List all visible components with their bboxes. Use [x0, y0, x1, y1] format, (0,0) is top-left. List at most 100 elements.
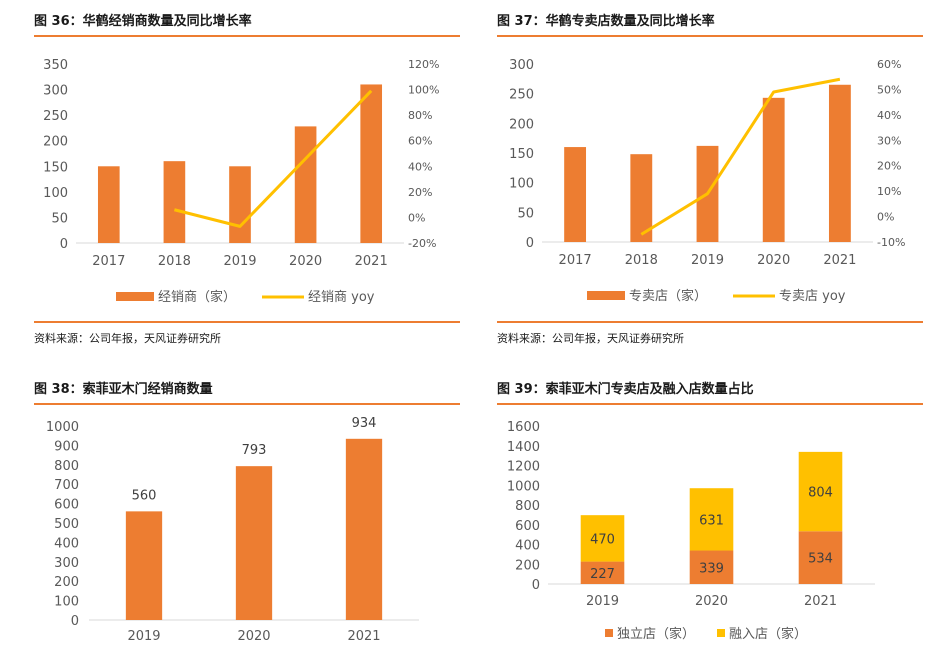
chart-36-title: 图 36：华鹤经销商数量及同比增长率: [34, 14, 252, 29]
stacked-bar-segment: [689, 550, 734, 584]
x-tick-label: 2021: [355, 254, 388, 269]
chart-37-title: 图 37：华鹤专卖店数量及同比增长率: [497, 14, 715, 29]
y-tick-label: 500: [54, 517, 79, 532]
y2-tick-label: 10%: [877, 185, 901, 198]
y-tick-label: 400: [515, 539, 540, 554]
data-label: 804: [808, 486, 833, 501]
panel-chart-39: 图 39：索菲亚木门专卖店及融入店数量占比 0 200 400 600 800 1000 1…: [497, 378, 923, 644]
x-tick-label: 2020: [289, 254, 322, 269]
x-tick-label: 2020: [237, 629, 270, 644]
bar: [564, 147, 587, 242]
x-tick-label: 2019: [223, 254, 256, 269]
stacked-bar-segment: [580, 515, 625, 562]
x-tick-label: 2019: [691, 253, 724, 268]
y2-tick-label: 80%: [408, 109, 432, 122]
bar: [762, 97, 785, 242]
data-label: 631: [699, 513, 724, 528]
y2-tick-label: -10%: [877, 236, 905, 249]
y-tick-label: 1200: [507, 460, 540, 475]
data-label: 793: [242, 443, 267, 458]
y2-tick-label: 40%: [877, 109, 901, 122]
y-tick-label: 900: [54, 439, 79, 454]
y2-tick-label: 50%: [877, 83, 901, 96]
y2-tick-label: 100%: [408, 84, 439, 97]
legend-label-line: 专卖店 yoy: [779, 289, 846, 304]
y-tick-label: 250: [509, 88, 534, 103]
yoy-line: [640, 77, 841, 236]
legend-label-line: 经销商 yoy: [308, 290, 375, 305]
legend-label-bar: 专卖店（家）: [629, 288, 707, 304]
bar: [828, 84, 851, 242]
title-rule: [34, 35, 460, 37]
y-tick-label: 1000: [507, 479, 540, 494]
y-tick-label: 400: [54, 536, 79, 551]
source-rule: [497, 321, 923, 323]
x-tick-label: 2017: [92, 254, 125, 269]
bar: [630, 154, 653, 242]
x-tick-label: 2021: [804, 594, 837, 609]
stacked-bar-segment: [798, 451, 843, 532]
y-tick-label: 1000: [46, 420, 79, 435]
legend-label: 独立店（家）: [617, 626, 695, 642]
y-tick-label: 50: [51, 211, 68, 226]
y-tick-label: 0: [71, 614, 79, 629]
x-tick-label: 2018: [158, 254, 191, 269]
y-tick-label: 800: [54, 459, 79, 474]
y-tick-label: 0: [60, 237, 68, 252]
y-tick-label: 150: [43, 160, 68, 175]
y2-tick-label: 30%: [877, 134, 901, 147]
panel-chart-38: 图 38：索菲亚木门经销商数量 0 100 200 300 400 500 600 700 80…: [34, 378, 460, 644]
x-tick-label: 2018: [625, 253, 658, 268]
stacked-bar-segment: [580, 561, 625, 584]
stacked-bar-segment: [798, 531, 843, 584]
legend-swatch: [605, 629, 613, 637]
panel-chart-36: 图 36：华鹤经销商数量及同比增长率 0 50 100 150 200 250 300 350…: [34, 10, 460, 350]
title-rule: [34, 403, 460, 405]
y-tick-label: 800: [515, 499, 540, 514]
y2-tick-label: 120%: [408, 58, 439, 71]
legend-swatch: [717, 629, 725, 637]
title-rule: [497, 35, 923, 37]
panel-chart-37: 图 37：华鹤专卖店数量及同比增长率 0 50 100 150 200 250 300 -10…: [497, 10, 923, 350]
stacked-bar-segment: [689, 488, 734, 551]
y2-tick-label: 0%: [877, 211, 894, 224]
data-label: 560: [132, 488, 157, 503]
y-tick-label: 600: [54, 498, 79, 513]
y-tick-label: 300: [54, 556, 79, 571]
y-tick-label: 350: [43, 58, 68, 73]
y-tick-label: 300: [509, 58, 534, 73]
legend-label: 融入店（家）: [729, 626, 807, 642]
y-tick-label: 1400: [507, 440, 540, 455]
x-tick-label: 2021: [347, 629, 380, 644]
yoy-line: [174, 89, 373, 228]
y-tick-label: 0: [532, 578, 540, 593]
data-label: 534: [808, 552, 833, 567]
data-label: 470: [590, 532, 615, 547]
chart-38-plot: 0 100 200 300 400 500 600 700 800 900 1000 560 2019 7…: [46, 416, 419, 644]
source-note: 资料来源：公司年报，天风证券研究所: [497, 332, 684, 345]
y2-tick-label: 20%: [408, 186, 432, 199]
y2-tick-label: 40%: [408, 160, 432, 173]
y-tick-label: 250: [43, 109, 68, 124]
y-tick-label: 1600: [507, 420, 540, 435]
y-tick-label: 50: [517, 206, 534, 221]
chart-37-plot: 0 50 100 150 200 250 300 -10% 0% 10% 20% 30% 40% 50% 6…: [509, 58, 905, 304]
bar: [360, 84, 383, 243]
y-tick-label: 150: [509, 147, 534, 162]
chart-39-plot: 0 200 400 600 800 1000 1200 1400 1600 227 470 2019 3…: [507, 420, 875, 642]
x-tick-label: 2021: [823, 253, 856, 268]
y2-tick-label: 20%: [877, 160, 901, 173]
legend-swatch-bar: [116, 292, 154, 301]
x-tick-label: 2020: [757, 253, 790, 268]
y2-tick-label: 60%: [877, 58, 901, 71]
y-tick-label: 200: [515, 558, 540, 573]
bar: [97, 166, 120, 243]
chart-38-title: 图 38：索菲亚木门经销商数量: [34, 382, 213, 397]
bar: [229, 166, 251, 243]
y-tick-label: 300: [43, 84, 68, 99]
x-tick-label: 2019: [586, 594, 619, 609]
y-tick-label: 200: [43, 135, 68, 150]
y-tick-label: 100: [43, 186, 68, 201]
data-label: 227: [590, 567, 615, 582]
y-tick-label: 200: [54, 575, 79, 590]
